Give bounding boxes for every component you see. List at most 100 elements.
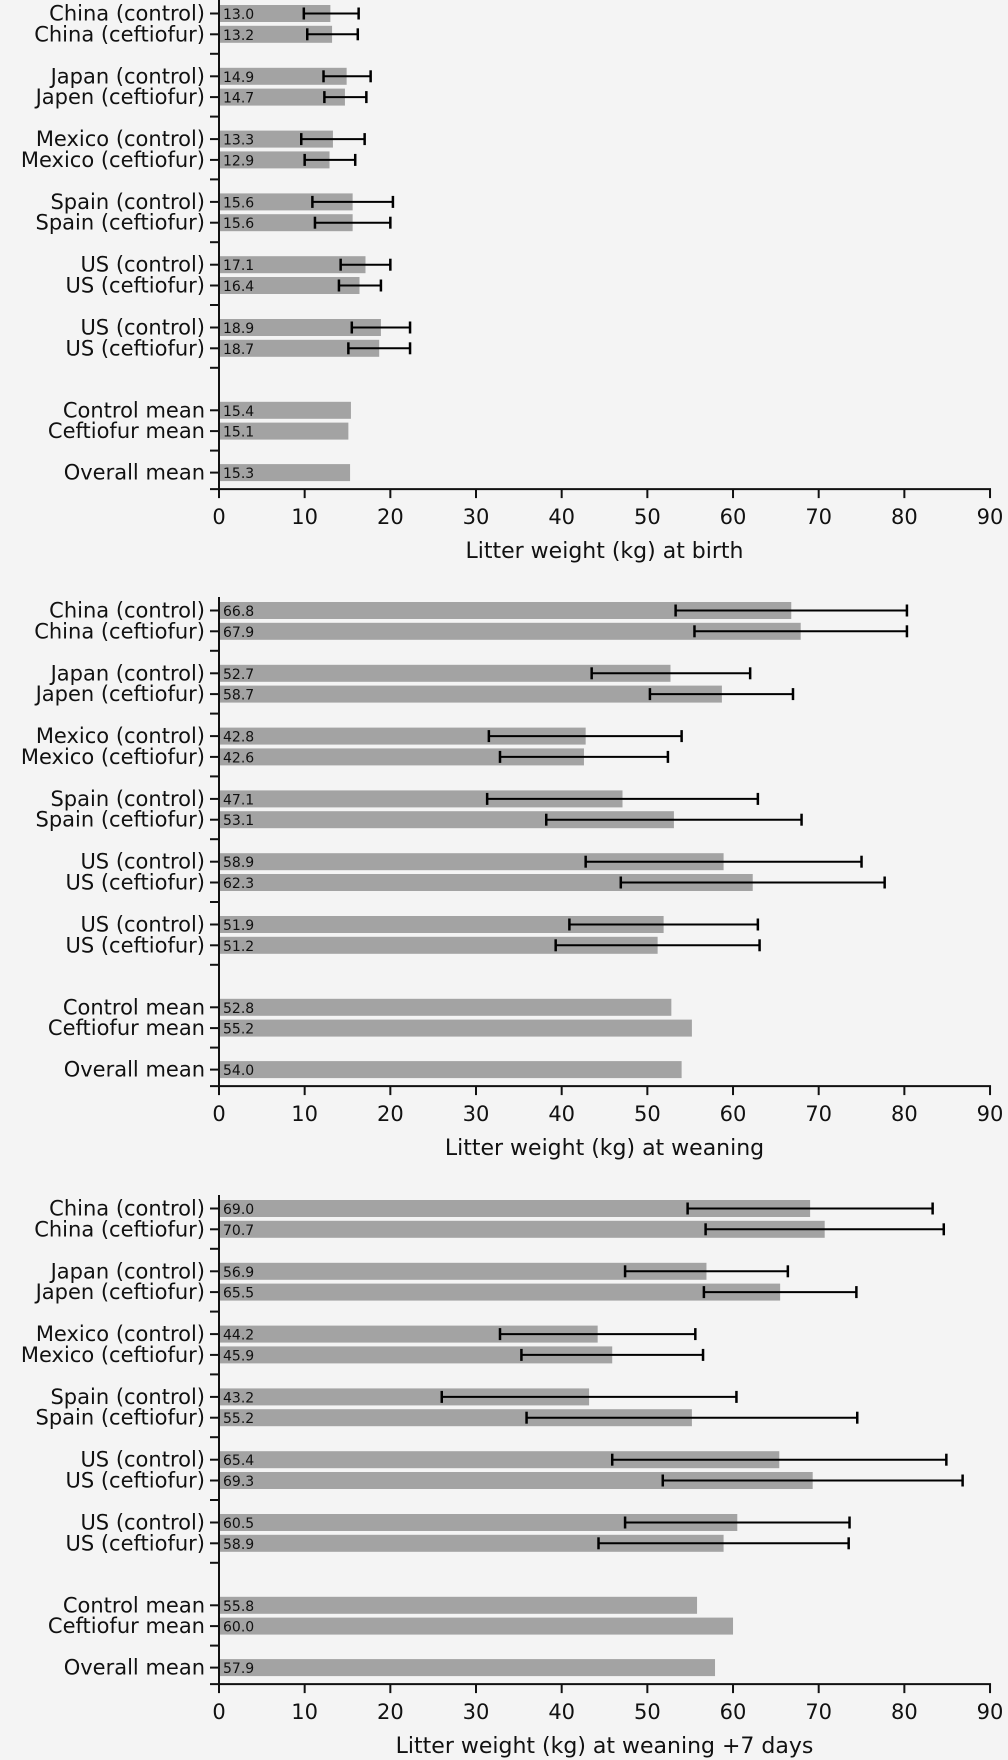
category-label: China (control) <box>49 599 205 623</box>
bar <box>219 5 331 22</box>
x-tick-label: 90 <box>977 1700 1004 1724</box>
category-label: Control mean <box>63 398 205 422</box>
x-tick-label: 60 <box>720 505 747 529</box>
bar <box>219 874 753 891</box>
bar <box>219 339 380 357</box>
bar <box>219 67 347 85</box>
data-label: 52.7 <box>223 667 254 683</box>
x-tick-label: 40 <box>548 1102 575 1126</box>
category-label: China (control) <box>49 1197 205 1221</box>
bar <box>219 602 792 619</box>
category-label: US (control) <box>80 253 205 277</box>
bar <box>219 422 349 440</box>
bar <box>219 1325 598 1343</box>
bar <box>219 1596 698 1614</box>
data-label: 18.7 <box>223 342 254 358</box>
category-label: US (ceftiofur) <box>65 933 205 957</box>
category-label: Mexico (ceftiofur) <box>21 1343 205 1367</box>
category-label: US (control) <box>80 913 205 937</box>
x-tick-label: 70 <box>805 1700 832 1724</box>
bar <box>219 130 333 148</box>
category-label: Mexico (control) <box>36 1322 205 1346</box>
bar <box>219 1451 780 1469</box>
chart-panel-2: 66.8 67.9 52.7 58.7 42.8 42.6 47.1 53.1 58.9 62.3… <box>21 597 1004 1161</box>
data-label: 60.0 <box>223 1620 254 1636</box>
x-tick-label: 20 <box>377 1102 404 1126</box>
bar <box>219 464 351 482</box>
category-label: Ceftiofur mean <box>48 419 205 443</box>
bar <box>219 1019 692 1037</box>
data-label: 15.3 <box>223 466 254 482</box>
bar <box>219 1659 716 1677</box>
category-label: US (ceftiofur) <box>65 336 205 360</box>
bar <box>219 685 722 703</box>
category-label: Ceftiofur mean <box>48 1016 205 1040</box>
data-label: 42.8 <box>223 730 254 746</box>
category-label: China (ceftiofur) <box>34 619 205 643</box>
x-tick-label: 20 <box>377 505 404 529</box>
bar <box>219 664 671 682</box>
data-label: 67.9 <box>223 625 254 641</box>
bar <box>219 25 333 43</box>
data-label: 65.5 <box>223 1286 254 1302</box>
data-label: 65.4 <box>223 1453 254 1469</box>
category-label: Overall mean <box>64 1058 205 1082</box>
category-label: Spain (control) <box>50 190 205 214</box>
category-label: Spain (control) <box>50 787 205 811</box>
bar <box>219 998 672 1016</box>
category-label: China (control) <box>49 2 205 26</box>
bar <box>219 1200 811 1217</box>
category-label: US (ceftiofur) <box>65 1469 205 1493</box>
data-label: 55.2 <box>223 1411 254 1427</box>
data-label: 14.9 <box>223 70 254 86</box>
bar <box>219 1617 734 1635</box>
x-tick-label: 0 <box>212 1700 225 1724</box>
x-tick-label: 60 <box>720 1700 747 1724</box>
x-tick-label: 30 <box>463 1102 490 1126</box>
data-label: 15.1 <box>223 425 254 441</box>
bar <box>219 1283 781 1301</box>
category-label: Spain (ceftiofur) <box>36 808 205 832</box>
data-label: 12.9 <box>223 153 254 169</box>
bar <box>219 936 658 954</box>
data-label: 14.7 <box>223 91 254 107</box>
x-tick-label: 10 <box>291 1102 318 1126</box>
x-tick-label: 70 <box>805 1102 832 1126</box>
data-label: 54.0 <box>223 1063 254 1079</box>
category-label: Spain (ceftiofur) <box>36 211 205 235</box>
bar <box>219 319 381 336</box>
category-label: Japan (control) <box>49 661 205 685</box>
data-label: 13.3 <box>223 133 254 149</box>
x-tick-label: 50 <box>634 1700 661 1724</box>
x-tick-label: 80 <box>891 1700 918 1724</box>
bar <box>219 193 353 211</box>
data-label: 44.2 <box>223 1328 254 1344</box>
category-label: Japan (control) <box>49 64 205 88</box>
bar <box>219 727 586 745</box>
data-label: 66.8 <box>223 604 254 620</box>
bar <box>219 88 345 106</box>
x-tick-label: 20 <box>377 1700 404 1724</box>
data-label: 69.0 <box>223 1202 254 1218</box>
bar <box>219 853 724 871</box>
x-tick-label: 50 <box>634 1102 661 1126</box>
category-label: Mexico (ceftiofur) <box>21 148 205 172</box>
bar <box>219 1220 825 1238</box>
data-label: 58.9 <box>223 1537 254 1553</box>
x-tick-label: 0 <box>212 505 225 529</box>
category-label: Japen (ceftiofur) <box>34 85 205 109</box>
x-tick-label: 90 <box>977 1102 1004 1126</box>
category-label: Japan (control) <box>49 1259 205 1283</box>
bar <box>219 1061 682 1079</box>
bar <box>219 1514 738 1531</box>
bar <box>219 811 674 829</box>
category-label: Control mean <box>63 1593 205 1617</box>
data-label: 42.6 <box>223 750 254 766</box>
category-label: US (ceftiofur) <box>65 274 205 298</box>
data-label: 47.1 <box>223 792 254 808</box>
category-label: Control mean <box>63 995 205 1019</box>
data-label: 13.2 <box>223 28 254 44</box>
data-label: 13.0 <box>223 7 254 23</box>
category-label: US (control) <box>80 316 205 340</box>
